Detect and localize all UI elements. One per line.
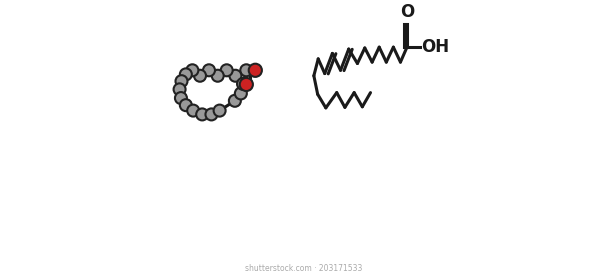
Circle shape [196, 108, 208, 120]
Circle shape [229, 70, 242, 82]
Circle shape [214, 105, 226, 116]
Circle shape [175, 75, 188, 87]
Circle shape [186, 64, 198, 76]
Circle shape [229, 95, 241, 107]
Circle shape [249, 64, 262, 77]
Circle shape [187, 105, 199, 116]
Circle shape [194, 70, 206, 82]
Circle shape [240, 64, 253, 76]
Text: shutterstock.com · 203171533: shutterstock.com · 203171533 [245, 264, 362, 273]
Circle shape [212, 70, 224, 82]
Circle shape [240, 78, 253, 91]
Circle shape [205, 108, 217, 120]
Circle shape [175, 92, 187, 104]
Circle shape [237, 78, 249, 90]
Circle shape [203, 64, 215, 76]
Circle shape [180, 68, 192, 80]
Circle shape [221, 64, 232, 76]
Circle shape [235, 87, 247, 99]
Circle shape [174, 83, 186, 95]
Text: O: O [400, 3, 414, 21]
Text: OH: OH [421, 38, 449, 56]
Circle shape [180, 99, 192, 111]
